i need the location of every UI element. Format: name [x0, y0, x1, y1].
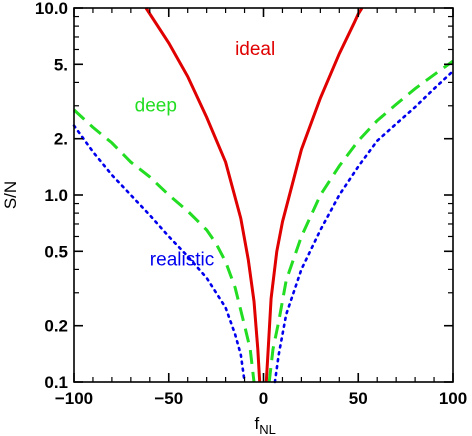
x-tick-label: 50 — [349, 389, 368, 408]
series-layer — [72, 7, 455, 384]
y-tick-label: 0.1 — [44, 373, 68, 392]
series-line-ideal — [144, 7, 364, 383]
x-tick-label: −50 — [154, 389, 183, 408]
y-tick-label: 10.0 — [35, 0, 68, 18]
y-tick-label: 2. — [54, 130, 68, 149]
series-label-layer: ideal deep realistic — [135, 39, 276, 270]
x-axis-label-main: f — [255, 414, 260, 433]
series-line-deep — [72, 59, 454, 383]
y-tick-label: 0.2 — [44, 317, 68, 336]
y-tick-label: 5. — [54, 55, 68, 74]
x-axis-label-subscript: NL — [259, 422, 276, 436]
series-label-realistic: realistic — [150, 249, 214, 270]
series-line-realistic — [72, 69, 455, 384]
x-tick-label: 0 — [259, 389, 268, 408]
y-tick-label: 1.0 — [44, 186, 68, 205]
x-tick-label: 100 — [439, 389, 467, 408]
series-label-ideal: ideal — [235, 39, 275, 60]
y-tick-label: 0.5 — [44, 242, 68, 261]
x-tick-label: −100 — [55, 389, 93, 408]
x-axis-label: fNL — [255, 414, 276, 436]
series-label-deep: deep — [135, 95, 177, 116]
tick-layer: −100 −50 0 50 100 0.1 0.2 0.5 1.0 2. 5. 10.0 — [35, 0, 467, 408]
y-axis-label: S/N — [1, 181, 20, 209]
